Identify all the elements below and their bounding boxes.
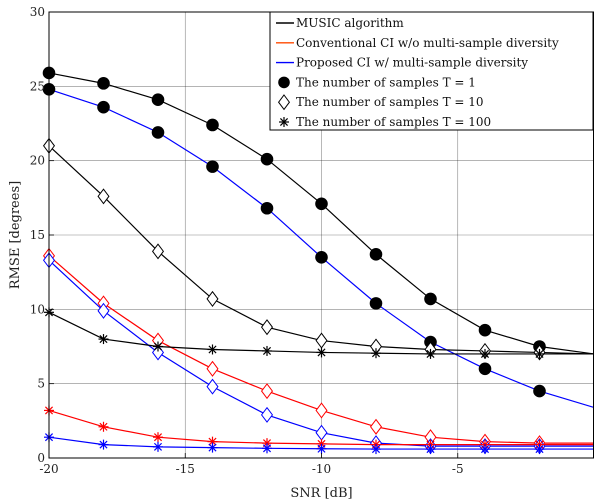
x-axis-label: SNR [dB]	[290, 486, 352, 501]
legend-label: The number of samples T = 10	[296, 95, 484, 109]
data-point	[207, 344, 218, 355]
data-point	[206, 118, 219, 132]
data-point	[478, 362, 492, 376]
data-point	[260, 319, 274, 336]
legend-circle-marker	[278, 76, 290, 89]
y-tick-label: 0	[37, 451, 45, 465]
data-point	[260, 152, 274, 166]
legend-diamond-marker	[277, 94, 291, 111]
data-point	[153, 441, 163, 452]
data-point	[97, 188, 110, 205]
legend-label: Proposed CI w/ multi-sample diversity	[296, 56, 528, 70]
data-point	[424, 292, 437, 306]
y-tick-label: 20	[30, 154, 45, 168]
data-point	[315, 332, 328, 349]
data-point	[153, 432, 163, 443]
data-point	[369, 418, 383, 435]
data-point	[369, 297, 383, 310]
data-point	[206, 360, 219, 377]
data-point	[262, 345, 272, 356]
data-point	[98, 334, 109, 345]
data-point	[315, 250, 328, 264]
x-tick-label: -5	[452, 462, 464, 476]
x-tick-label: -20	[39, 462, 58, 476]
data-point	[478, 323, 492, 337]
data-point	[151, 93, 165, 107]
data-point	[98, 421, 109, 432]
data-point	[97, 77, 110, 90]
legend-asterisk-marker	[279, 117, 289, 127]
legend-label: Conventional CI w/o multi-sample diversi…	[296, 36, 559, 50]
y-tick-label: 15	[30, 228, 45, 242]
data-point	[369, 248, 383, 261]
data-point	[260, 201, 274, 215]
data-point	[371, 444, 381, 455]
legend-label: MUSIC algorithm	[296, 16, 404, 30]
legend-box	[269, 11, 594, 131]
data-point	[425, 444, 436, 455]
data-point	[316, 443, 327, 454]
data-point	[480, 444, 490, 455]
data-point	[207, 442, 218, 453]
data-point	[206, 290, 219, 307]
y-tick-label: 25	[30, 79, 45, 93]
data-point	[533, 384, 546, 398]
y-tick-label: 30	[30, 5, 45, 19]
data-point	[315, 402, 328, 419]
data-point	[206, 160, 219, 173]
data-point	[371, 348, 381, 359]
y-axis-label: RMSE [degrees]	[8, 181, 23, 289]
data-point	[260, 383, 274, 400]
data-point	[262, 443, 272, 454]
data-point	[206, 378, 219, 395]
axis-ticks: -20 -15 -10 -5 0 5 10 15 20 25 30	[30, 5, 464, 476]
legend-label: The number of samples T = 100	[296, 115, 491, 129]
legend: MUSIC algorithm Conventional CI w/o multi…	[269, 11, 594, 131]
x-tick-label: -10	[312, 462, 331, 476]
data-point	[151, 126, 165, 139]
data-point	[97, 100, 110, 114]
data-point	[315, 424, 328, 441]
data-point	[425, 348, 436, 359]
y-tick-label: 10	[30, 302, 45, 316]
data-point	[153, 341, 163, 352]
legend-label: The number of samples T = 1	[296, 75, 476, 89]
data-point	[151, 243, 165, 260]
x-tick-label: -15	[176, 462, 195, 476]
data-point	[260, 406, 274, 423]
data-point	[97, 302, 110, 319]
y-tick-label: 5	[37, 377, 45, 391]
data-point	[534, 444, 545, 455]
data-point	[98, 439, 109, 450]
data-point	[315, 197, 328, 211]
data-point	[480, 348, 490, 359]
data-point	[316, 347, 327, 358]
data-point	[534, 348, 545, 359]
